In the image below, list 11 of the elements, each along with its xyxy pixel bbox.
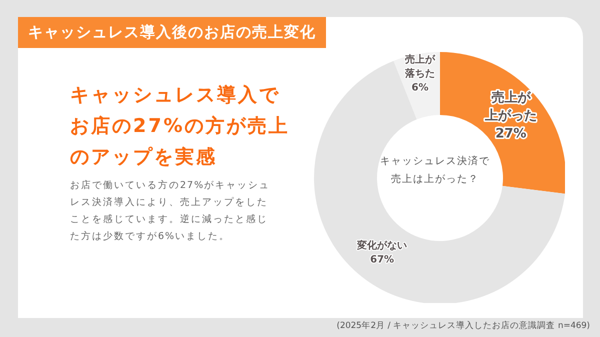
text: キャッシュレス決済で売上は上がった？ [380, 154, 490, 187]
data-label: 6% [412, 82, 429, 93]
slice-label: 売上が落ちた [404, 52, 436, 79]
data-label: 67% [370, 254, 394, 266]
text: お店で働いている方の27%がキャッシュレス決済導入により、売上アップをしたことを感じています。逆に減ったと感じた方は少数ですが6%いました。 [70, 179, 272, 244]
slice-label: 売上が上がった [484, 90, 537, 124]
text: キャッシュレス導入後のお店の売上変化 [18, 17, 326, 48]
text: キャッシュレス導入でお店の27%の方が売上のアップを実感 [70, 83, 290, 170]
slice-label: 変化がない [356, 239, 408, 252]
text: (2025年2月 / キャッシュレス導入したお店の意識調査 n=469) [336, 320, 590, 332]
data-label: 27% [495, 126, 526, 142]
